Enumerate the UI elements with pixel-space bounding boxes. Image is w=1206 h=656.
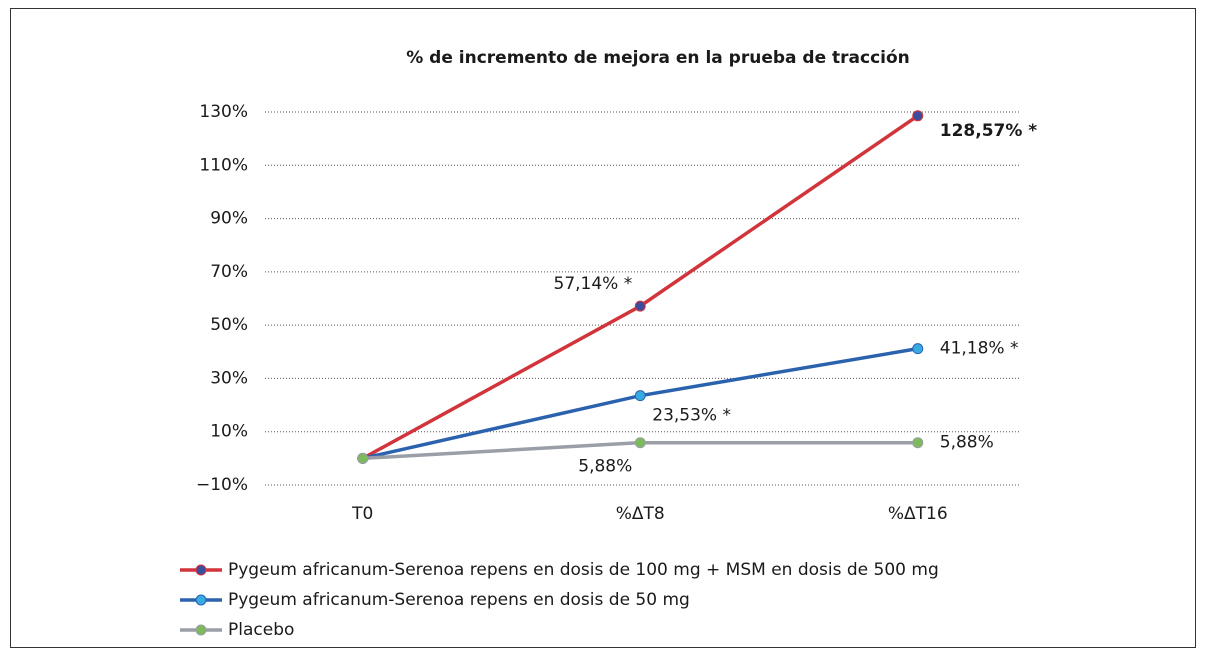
x-tick-label: %ΔT16 (888, 504, 948, 524)
x-tick-label: %ΔT8 (616, 504, 665, 524)
legend-marker (195, 564, 207, 576)
data-point (634, 437, 646, 449)
y-tick-label: −10% (196, 475, 248, 495)
data-label: 128,57% * (940, 121, 1038, 141)
y-tick-label: 90% (210, 209, 248, 229)
y-tick-label: 50% (210, 315, 248, 335)
data-point (634, 300, 646, 312)
data-label: 41,18% * (940, 339, 1019, 359)
data-point (912, 437, 924, 449)
y-tick-label: 30% (210, 368, 248, 388)
y-tick-label: 10% (210, 422, 248, 442)
data-point (912, 110, 924, 122)
legend-label: Placebo (228, 620, 294, 640)
legend-label: Pygeum africanum-Serenoa repens en dosis… (228, 590, 690, 610)
chart-title: % de incremento de mejora en la prueba d… (406, 48, 910, 68)
data-label: 57,14% * (554, 274, 633, 294)
legend-marker (195, 594, 207, 606)
data-label: 23,53% * (652, 406, 731, 426)
x-tick-label: T0 (351, 504, 373, 524)
legend-marker (195, 624, 207, 636)
y-tick-label: 110% (199, 155, 248, 175)
y-tick-label: 130% (199, 102, 248, 122)
y-tick-label: 70% (210, 262, 248, 282)
data-point (357, 452, 369, 464)
data-point (634, 390, 646, 402)
data-label: 5,88% (940, 433, 994, 453)
legend-label: Pygeum africanum-Serenoa repens en dosis… (228, 560, 939, 580)
data-point (912, 343, 924, 355)
data-label: 5,88% (578, 457, 632, 477)
